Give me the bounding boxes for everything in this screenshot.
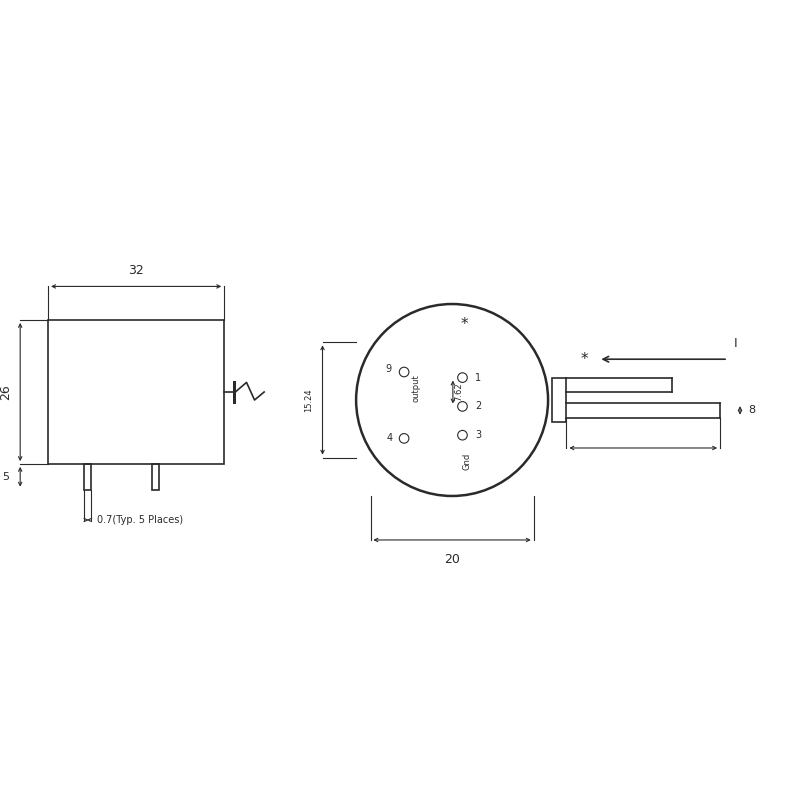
Text: 1: 1: [475, 373, 482, 382]
Bar: [552, 378, 566, 422]
Text: 32: 32: [128, 264, 144, 277]
Text: I: I: [734, 337, 738, 350]
Text: 9: 9: [385, 364, 391, 374]
Text: 15.24: 15.24: [304, 388, 313, 412]
Bar: [84, 464, 91, 490]
Bar: [48, 320, 224, 464]
Text: 26: 26: [0, 384, 12, 400]
Text: 4: 4: [386, 434, 393, 443]
Text: 7.62: 7.62: [454, 382, 463, 402]
Text: 8: 8: [748, 406, 755, 415]
Text: 3: 3: [475, 430, 482, 440]
Text: 2: 2: [475, 402, 482, 411]
Text: *: *: [460, 317, 468, 331]
Text: 5: 5: [2, 472, 10, 482]
Bar: [152, 464, 159, 490]
Text: output: output: [411, 374, 421, 402]
Text: Gnd: Gnd: [462, 453, 472, 470]
Text: 20: 20: [444, 553, 460, 566]
Text: 0.7(Typ. 5 Places): 0.7(Typ. 5 Places): [97, 515, 183, 525]
Text: *: *: [580, 352, 588, 366]
